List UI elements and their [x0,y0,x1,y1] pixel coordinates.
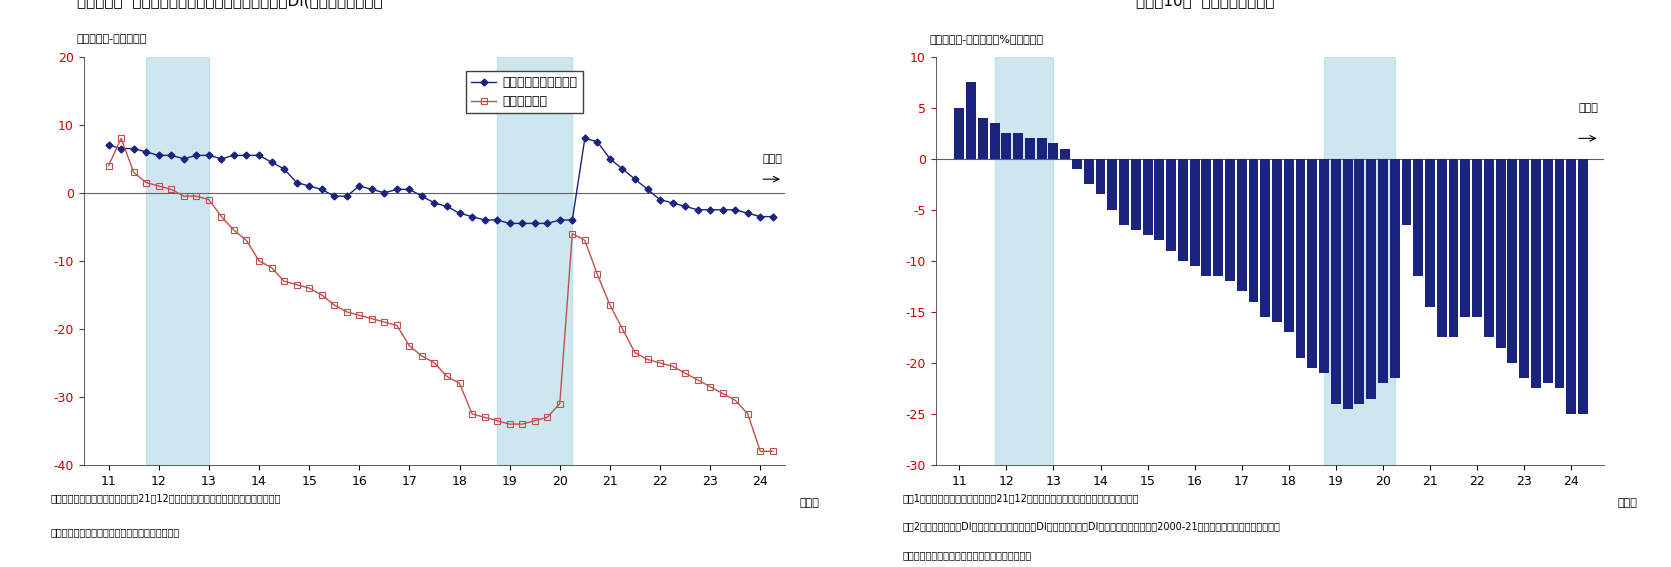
Text: （年）: （年） [799,498,819,507]
Bar [1566,159,1576,414]
生産・営業用設備判断 [461,213,481,220]
Bar [1507,159,1517,363]
Bar [1519,159,1529,378]
雇用人員判断 [750,448,770,455]
Line: 生産・営業用設備判断: 生産・営業用設備判断 [107,136,775,226]
Bar [1577,159,1587,414]
Bar [145,57,209,465]
Bar [1084,159,1095,184]
雇用人員判断 [475,414,495,421]
Bar [978,118,988,159]
Bar [1283,159,1293,332]
Text: （注1）シャドーは景気後退期間、21年12月調査以降は調査対象見直し後の新ベース: （注1）シャドーは景気後退期間、21年12月調査以降は調査対象見直し後の新ベース [902,493,1140,503]
Text: （資料）日本銀行「全国企業短期経済観測調査」: （資料）日本銀行「全国企業短期経済観測調査」 [902,550,1031,560]
Bar [1166,159,1176,251]
Bar [1260,159,1270,317]
Bar [1061,149,1069,159]
Bar [1155,159,1165,240]
Bar [1355,159,1364,404]
Bar [1425,159,1435,307]
Line: 雇用人員判断: 雇用人員判断 [105,136,775,454]
Bar [1402,159,1412,225]
Bar [994,57,1053,465]
Bar [1108,159,1118,210]
Text: （「過剰」-「不足」、%ポイント）: （「過剰」-「不足」、%ポイント） [929,35,1043,44]
Bar [1237,159,1247,291]
Bar [1073,159,1081,169]
Bar [1496,159,1506,348]
Bar [1531,159,1541,388]
Text: 先行き: 先行き [1579,103,1597,113]
Legend: 生産・営業用設備判断, 雇用人員判断: 生産・営業用設備判断, 雇用人員判断 [466,71,583,113]
Bar [1390,159,1400,378]
Bar [1318,159,1328,373]
Bar [1024,138,1034,159]
Bar [1379,159,1389,383]
Text: 先行き: 先行き [762,154,782,164]
生産・営業用設備判断 [500,220,520,227]
Bar [1143,159,1153,235]
Bar [1542,159,1552,383]
Text: （図表９）  生産・営業用設備判断と雇用人員判断DI(全規模・全産業）: （図表９） 生産・営業用設備判断と雇用人員判断DI(全規模・全産業） [77,0,383,8]
Bar [1120,159,1130,225]
Text: （図表10）  短観加重平均ＤＩ: （図表10） 短観加重平均ＤＩ [1136,0,1275,8]
Bar [1213,159,1223,276]
Bar [1554,159,1564,388]
雇用人員判断 [99,162,119,169]
Bar [1001,133,1011,159]
生産・営業用設備判断 [511,220,531,227]
生産・営業用設備判断 [486,217,506,223]
Bar [1330,159,1340,404]
Bar [1460,159,1470,317]
Bar [1295,159,1305,358]
雇用人員判断 [110,135,130,142]
雇用人員判断 [500,421,520,428]
雇用人員判断 [511,421,531,428]
Bar [1131,159,1141,230]
Bar [1472,159,1482,317]
Bar [1048,143,1058,159]
Bar [1343,159,1352,409]
Bar [1484,159,1494,337]
Bar [989,123,999,159]
Text: （資料）日本銀行「全国企業短期経済観測調査」: （資料）日本銀行「全国企業短期経済観測調査」 [50,527,179,538]
Bar [1190,159,1200,266]
Bar [1272,159,1282,322]
Bar [1178,159,1188,261]
生産・営業用設備判断 [575,135,595,142]
Text: （注2）短観加重平均DIは生産・営業用設備判断DIと雇用人員判断DIを資本・労働分配率（2000-21年度平均）で加重平均したもの: （注2）短観加重平均DIは生産・営業用設備判断DIと雇用人員判断DIを資本・労働… [902,522,1280,532]
Bar [496,57,571,465]
Text: （「過剰」-「不足」）: （「過剰」-「不足」） [77,35,147,44]
Bar [1036,138,1046,159]
Bar [1201,159,1211,276]
Bar [1367,159,1377,399]
Bar [954,108,964,159]
雇用人員判断 [561,230,582,237]
生産・営業用設備判断 [762,213,782,220]
雇用人員判断 [224,227,244,234]
生産・営業用設備判断 [99,142,119,149]
Bar [1096,159,1106,194]
Bar [1414,159,1424,276]
雇用人員判断 [762,448,782,455]
Bar [966,82,976,159]
Bar [1248,159,1258,302]
Text: （注）シャドーは景気後退期間、21年12月調査以降は調査対象見直し後の新ベース: （注）シャドーは景気後退期間、21年12月調査以降は調査対象見直し後の新ベース [50,493,281,503]
Bar [1225,159,1235,281]
生産・営業用設備判断 [561,217,582,223]
Bar [1437,159,1447,337]
Bar [1323,57,1395,465]
生産・営業用設備判断 [211,155,231,162]
雇用人員判断 [361,315,381,322]
Text: （年）: （年） [1618,498,1638,507]
Bar [1307,159,1317,368]
Bar [1449,159,1459,337]
生産・営業用設備判断 [349,183,369,189]
Bar [1013,133,1023,159]
